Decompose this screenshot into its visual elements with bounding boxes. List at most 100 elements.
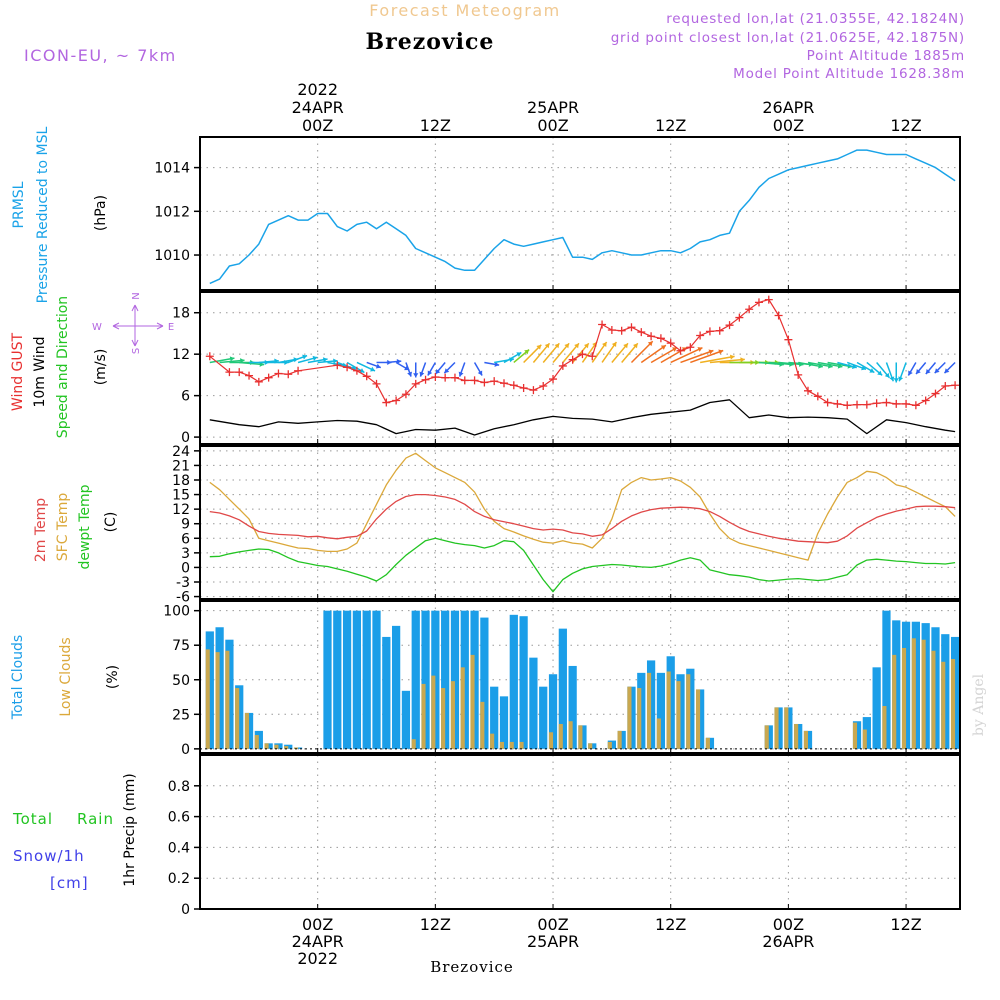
pressure-labels: PRMSL Pressure Reduced to MSL (hPa) <box>11 126 109 303</box>
low-cloud-bar <box>705 737 710 749</box>
total-cloud-bar <box>480 617 489 749</box>
y-tick-label: 15 <box>172 488 190 504</box>
low-cloud-bar <box>411 739 416 749</box>
gust-point <box>754 298 763 307</box>
wind-arrow-head <box>516 352 522 357</box>
total-cloud-bar <box>499 696 509 749</box>
wind-arrow-head <box>889 376 895 382</box>
wind-arrow-head <box>602 341 607 347</box>
total-cloud-bar <box>558 628 567 749</box>
y-tick-label: 3 <box>181 546 190 562</box>
wind-arrow-head <box>672 347 678 352</box>
low-cloud-bar <box>950 659 956 749</box>
gust-point <box>225 368 234 377</box>
y-tick-label: 0.8 <box>168 779 190 795</box>
bottom-time-label: 12Z <box>420 915 451 934</box>
gust-point <box>450 373 459 382</box>
gust-point <box>421 375 430 384</box>
total-cloud-bar <box>382 636 391 749</box>
wind-arrow-head <box>302 354 308 360</box>
prmsl-label: PRMSL <box>11 181 27 228</box>
precip-labels: Total Rain Snow/1h [cm] 1hr Precip (mm) <box>12 773 138 892</box>
wind-arrow <box>699 355 735 364</box>
gust-point <box>843 401 852 410</box>
temp-unit-label: (C) <box>103 512 119 533</box>
cloud-labels: Total Clouds Low Clouds (%) <box>10 635 121 720</box>
low-cloud-bar <box>686 674 691 749</box>
bottom-time-label: 26APR <box>762 932 814 951</box>
sfc-temp-line <box>209 452 956 561</box>
total-cloud-bar <box>372 610 381 749</box>
wind-arrow-head <box>554 343 560 349</box>
gust-point <box>578 350 587 359</box>
wind-arrow <box>650 346 678 364</box>
gust-point <box>441 373 450 382</box>
axis-labels: 101010121014061218-6-3036912151821240255… <box>154 80 921 968</box>
bottom-time-label: 25APR <box>527 932 579 951</box>
wind-arrow-head <box>898 376 904 382</box>
top-time-label: 00Z <box>773 116 804 135</box>
gust-point <box>902 399 911 408</box>
gust-point <box>784 335 793 344</box>
gust-point <box>911 401 920 410</box>
gust-point <box>617 326 626 335</box>
low-cloud-bar <box>931 650 936 749</box>
wind-arrow-head <box>407 371 413 377</box>
compass-north: N <box>131 292 142 299</box>
gust-point <box>862 400 871 409</box>
grid-point-coords: grid point closest lon,lat (21.0625E, 42… <box>611 30 965 46</box>
y-tick-label: 25 <box>172 707 190 723</box>
footer-location: Brezovice <box>430 958 514 976</box>
gust-point <box>362 372 371 381</box>
y-tick-label: 6 <box>181 531 190 547</box>
point-altitude: Point Altitude 1885m <box>807 48 965 64</box>
gust-point <box>823 398 832 407</box>
gust-point <box>853 400 862 409</box>
wind-arrow-head <box>524 349 530 355</box>
y-tick-label: 6 <box>181 389 190 405</box>
wind-arrow-head <box>729 354 735 360</box>
gust-point <box>284 370 293 379</box>
low-cloud-bar <box>656 718 661 749</box>
low-cloud-bar <box>637 688 642 749</box>
total-cloud-bar <box>539 686 548 749</box>
pressure-unit-label: (hPa) <box>93 195 109 231</box>
wind-arrow <box>670 347 703 364</box>
y-tick-label: 24 <box>172 444 190 460</box>
gust-point <box>705 327 714 336</box>
gust-point <box>764 295 773 304</box>
rain-label: Rain <box>77 810 114 828</box>
gust-point <box>686 343 695 352</box>
low-cloud-bar <box>421 683 426 749</box>
wind-arrow-head <box>322 357 328 363</box>
model-altitude: Model Point Altitude 1628.38m <box>733 66 965 82</box>
total-cloud-bar <box>333 610 342 749</box>
gust-point <box>774 311 783 320</box>
total-cloud-bar <box>441 610 450 749</box>
wind-arrow <box>640 344 667 364</box>
y-tick-label: 75 <box>172 638 190 654</box>
wind-arrow <box>690 349 724 364</box>
pressure-line <box>209 149 956 285</box>
gust-point <box>333 361 342 370</box>
top-time-label: 12Z <box>890 116 921 135</box>
low-cloud-bar <box>794 723 799 749</box>
low-cloud-bar <box>499 741 504 749</box>
low-cloud-bar <box>235 688 240 749</box>
wind-arrow-head <box>435 369 441 374</box>
wind-arrow-head <box>413 373 419 378</box>
total-cloud-bar <box>401 690 411 749</box>
low-cloud-bar <box>607 741 612 749</box>
gust-point <box>931 389 940 398</box>
top-time-label: 2022 <box>297 80 338 99</box>
low-cloud-bar <box>666 671 671 749</box>
low-cloud-bar <box>470 654 475 749</box>
low-cloud-bar <box>901 647 907 749</box>
wind-arrow <box>630 340 654 364</box>
compass-east: E <box>168 322 174 333</box>
y-tick-label: 100 <box>163 604 190 620</box>
low-cloud-bar <box>450 681 455 749</box>
low-cloud-bar <box>617 730 622 749</box>
top-time-label: 00Z <box>537 116 568 135</box>
low-cloud-bar <box>509 741 514 749</box>
